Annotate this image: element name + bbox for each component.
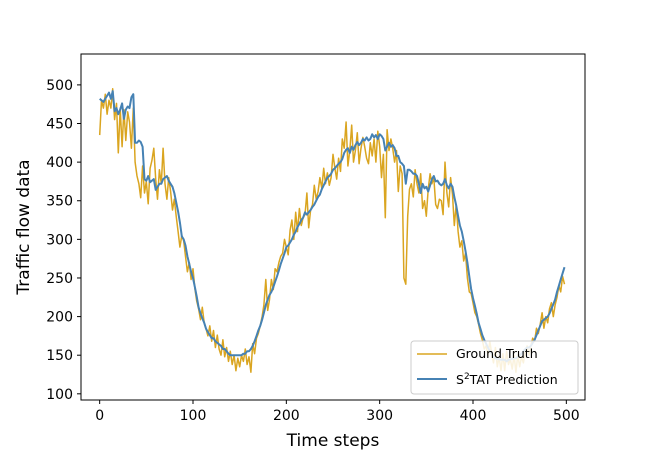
x-tick-label: 300 — [366, 408, 393, 424]
y-tick-label: 350 — [46, 194, 73, 210]
y-tick-label: 150 — [46, 348, 73, 364]
y-axis-title: Traffic flow data — [14, 159, 34, 295]
legend-label-prediction: S2TAT Prediction — [456, 372, 558, 387]
y-tick-label: 200 — [46, 310, 73, 326]
legend-label-ground-truth: Ground Truth — [456, 346, 538, 361]
y-tick-label: 250 — [46, 271, 73, 287]
y-tick-label: 450 — [46, 117, 73, 133]
y-tick-label: 100 — [46, 387, 73, 403]
x-tick-label: 400 — [460, 408, 487, 424]
x-axis-title: Time steps — [286, 431, 380, 450]
y-tick-label: 300 — [46, 232, 73, 248]
y-tick-label: 400 — [46, 155, 73, 171]
x-tick-label: 100 — [180, 408, 207, 424]
y-axis-ticks: 100 150 200 250 300 350 400 450 500 — [46, 78, 81, 403]
legend-label-prediction-suffix: TAT Prediction — [469, 372, 558, 387]
x-axis-ticks: 0 100 200 300 400 500 — [95, 400, 580, 424]
x-tick-label: 0 — [95, 408, 104, 424]
x-tick-label: 200 — [273, 408, 300, 424]
legend-box — [410, 340, 579, 395]
legend-label-prediction-sup: 2 — [464, 372, 470, 382]
legend-label-prediction-prefix: S — [456, 372, 464, 387]
x-tick-label: 500 — [553, 408, 580, 424]
plot-frame — [80, 53, 586, 401]
y-tick-label: 500 — [46, 78, 73, 94]
legend: Ground Truth S2TAT Prediction — [410, 340, 579, 395]
